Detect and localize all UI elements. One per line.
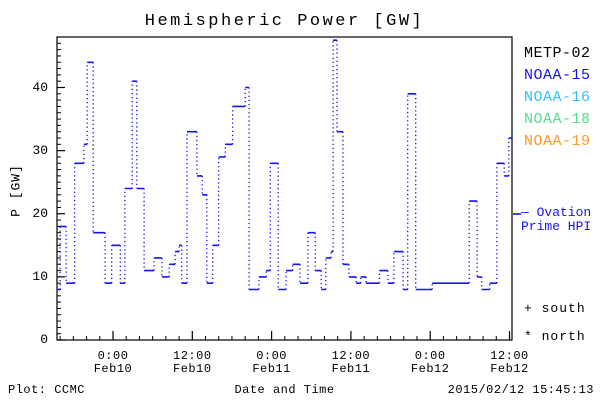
x-tick-date: Feb12 (490, 362, 529, 376)
south-symbol-key: + south (524, 301, 586, 316)
legend-noaa-18: NOAA-18 (524, 111, 591, 128)
timestamp: 2015/02/12 15:45:13 (447, 383, 594, 397)
hpi-curve-plateaus (56, 39, 513, 291)
north-label: north (541, 329, 586, 344)
y-tick-label: 30 (32, 142, 48, 158)
ovation-legend-line2: Prime HPI (521, 219, 592, 234)
plus-symbol-icon: + (524, 301, 533, 316)
south-label: south (541, 301, 586, 316)
x-tick-label: 0:00 Feb10 (78, 350, 148, 376)
x-tick-label: 12:00 Feb12 (475, 350, 545, 376)
y-tick-label: 20 (32, 205, 48, 221)
x-tick-label: 0:00 Feb11 (237, 350, 307, 376)
x-axis-label: Date and Time (234, 383, 335, 397)
hpi-curve (56, 39, 513, 291)
axes-layer (56, 36, 513, 341)
x-tick-time: 0:00 (414, 349, 446, 363)
legend-noaa-16: NOAA-16 (524, 89, 591, 106)
y-tick-label: 0 (40, 332, 48, 347)
legend-metp-02: METP-02 (524, 45, 591, 62)
y-tick-label: 10 (32, 268, 48, 284)
x-tick-date: Feb12 (410, 362, 450, 376)
x-tick-date: Feb10 (173, 362, 212, 376)
x-tick-label: 0:00 Feb12 (395, 350, 465, 376)
x-tick-time: 12:00 (331, 349, 371, 363)
legend-noaa-19: NOAA-19 (524, 133, 591, 150)
north-symbol-key: * north (524, 329, 586, 344)
y-tick-label: 40 (32, 79, 48, 95)
x-tick-label: 12:00 Feb10 (157, 350, 227, 376)
x-tick-label: 12:00 Feb11 (316, 350, 386, 376)
ovation-legend-line1: — Ovation (521, 205, 592, 220)
x-tick-time: 0:00 (256, 349, 287, 363)
hpi-curve-transitions (59, 40, 510, 290)
plot-title: Hemispheric Power [GW] (144, 12, 425, 31)
legend-noaa-15: NOAA-15 (524, 67, 591, 84)
ovation-prime-legend: — Ovation Prime HPI (521, 206, 591, 234)
x-tick-time: 12:00 (490, 349, 529, 363)
asterisk-symbol-icon: * (524, 329, 533, 344)
x-tick-date: Feb10 (93, 362, 133, 376)
x-tick-time: 0:00 (97, 349, 129, 363)
x-tick-date: Feb11 (331, 362, 371, 376)
plot-credit: Plot: CCMC (8, 383, 86, 397)
x-tick-date: Feb11 (252, 362, 291, 376)
x-tick-time: 12:00 (173, 349, 212, 363)
